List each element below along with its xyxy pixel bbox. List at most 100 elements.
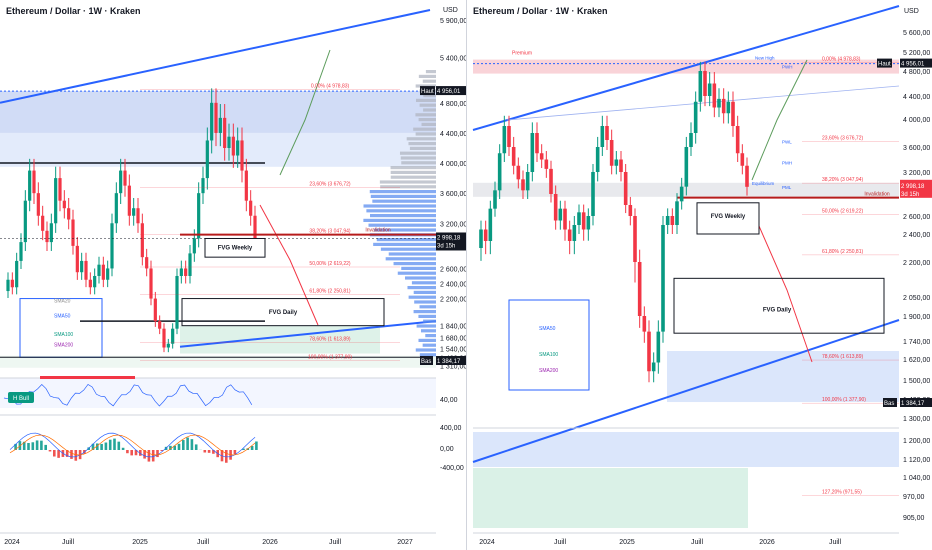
candle-body-44 — [197, 193, 201, 239]
macd-histogram-bar-32 — [147, 450, 151, 462]
candle-body-36 — [647, 331, 651, 372]
volume-profile-bar-36 — [373, 242, 436, 246]
candle-body-48 — [703, 71, 707, 96]
macd-histogram-bar-19 — [91, 443, 95, 450]
haut-tag-label: Haut — [421, 89, 434, 95]
candle-body-18 — [84, 260, 88, 280]
candle-body-16 — [75, 245, 79, 273]
volume-profile-bar-25 — [369, 190, 436, 194]
candle-body-3 — [19, 242, 23, 261]
candle-body-11 — [54, 178, 58, 224]
candle-body-13 — [539, 153, 544, 160]
candle-body-56 — [740, 153, 745, 166]
candle-body-19 — [567, 229, 572, 241]
level-label-3: PML — [782, 185, 792, 190]
candle-body-27 — [123, 170, 127, 186]
volume-profile-bar-32 — [368, 223, 436, 227]
volume-profile-bar-10 — [418, 118, 436, 122]
volume-profile-bar-15 — [408, 142, 436, 146]
candle-body-26 — [600, 126, 605, 147]
panel-divider[interactable] — [466, 0, 467, 550]
candle-body-36 — [162, 328, 166, 348]
left-xtick-0: 2024 — [4, 539, 20, 546]
rsi-badge: H Bull — [13, 396, 29, 402]
lower-trendline — [472, 319, 900, 463]
rsi-tick: 40,00 — [440, 397, 458, 404]
candle-body-46 — [205, 140, 209, 179]
candle-body-31 — [140, 223, 144, 258]
volume-profile-bar-18 — [400, 156, 436, 160]
macd-histogram-bar-52 — [233, 450, 237, 455]
volume-profile-bar-48 — [414, 300, 436, 304]
left-ytick-6: 3 200,00 — [440, 221, 466, 228]
right-ytick-10: 2 050,00 — [903, 295, 930, 302]
candle-body-44 — [684, 147, 689, 187]
sma-label-2: SMA200 — [539, 368, 558, 374]
macd-tick-2: -400,00 — [440, 465, 464, 472]
upper-zone — [0, 132, 436, 167]
last-price: 2 998,18 — [437, 235, 461, 241]
macd-histogram-bar-21 — [100, 443, 103, 450]
right-ytick-6: 3 200,00 — [903, 170, 930, 177]
left-chart-title: Ethereum / Dollar · 1W · Kraken — [6, 6, 141, 16]
right-ytick-14: 1 500,00 — [903, 378, 930, 385]
signal-line — [9, 434, 256, 456]
fvg-weekly-box — [204, 237, 266, 258]
candle-body-12 — [535, 133, 539, 154]
candle-body-8 — [41, 215, 45, 231]
right-ytick-4: 4 000,00 — [903, 117, 930, 124]
level-label-5: New High — [755, 56, 775, 61]
candle-body-4 — [497, 153, 502, 191]
volume-profile-bar-33 — [374, 228, 436, 232]
macd-histogram-bar-56 — [250, 446, 254, 450]
candle-body-50 — [712, 83, 717, 108]
candle-body-1 — [483, 229, 488, 241]
right-chart-svg[interactable]: Premium SMA50 SMA100 SMA200 Invalidation PWH… — [467, 0, 932, 550]
candle-body-49 — [218, 117, 222, 133]
candle-body-29 — [132, 208, 136, 216]
fib-label-1: 23,60% (3 676,72) — [822, 136, 863, 142]
macd-histogram-bar-41 — [186, 437, 189, 450]
left-ytick-0: 5 900,00 — [440, 18, 466, 25]
candle-body-10 — [525, 172, 530, 191]
right-xtick-4: 2026 — [759, 539, 775, 546]
upper-trendline — [472, 5, 900, 131]
left-currency: USD — [443, 7, 458, 14]
left-time-axis: 2024 Juill 2025 Juill 2026 Juill 2027 — [0, 532, 436, 546]
candle-body-25 — [595, 147, 600, 172]
macd-histogram-bar-23 — [108, 439, 112, 450]
volume-profile-bar-14 — [406, 137, 436, 141]
lower-green-zone — [473, 468, 748, 528]
candle-body-26 — [119, 170, 123, 194]
premium-zone — [0, 91, 436, 133]
volume-profile-bar-16 — [409, 146, 436, 150]
sma-label-0: SMA20 — [54, 298, 71, 304]
left-macd-pane: 400,00 0,00 -400,00 — [0, 414, 464, 472]
candle-body-43 — [679, 186, 684, 202]
candle-body-14 — [67, 208, 71, 220]
volume-profile-bar-1 — [418, 74, 436, 78]
macd-histogram-bar-9 — [48, 450, 52, 452]
right-chart-panel[interactable]: Premium SMA50 SMA100 SMA200 Invalidation PWH… — [467, 0, 932, 550]
fvg-weekly-label: FVG Weekly — [218, 246, 253, 252]
left-chart-svg[interactable]: SMA20 SMA50 SMA100 SMA200 0,00% (4 978,83) 2… — [0, 0, 466, 550]
projection-up — [751, 59, 808, 181]
candle-body-0 — [479, 229, 483, 248]
candle-body-42 — [188, 253, 192, 276]
left-xtick-2: 2025 — [132, 539, 148, 546]
volume-profile-bar-54 — [420, 329, 436, 333]
candle-body-51 — [717, 98, 721, 108]
candle-body-2 — [488, 208, 493, 241]
left-chart-panel[interactable]: SMA20 SMA50 SMA100 SMA200 0,00% (4 978,83) 2… — [0, 0, 466, 550]
macd-histogram-bar-25 — [117, 441, 121, 450]
candle-body-7 — [511, 147, 516, 166]
candle-body-21 — [97, 264, 101, 276]
candle-body-40 — [665, 216, 670, 225]
volume-profile-bar-24 — [380, 185, 436, 189]
candle-body-14 — [544, 159, 549, 169]
macd-histogram-bar-27 — [126, 450, 129, 454]
right-ytick-8: 2 400,00 — [903, 232, 930, 239]
right-boxes: FVG Weekly FVG Daily — [673, 202, 885, 334]
volume-profile-bar-11 — [421, 122, 436, 126]
right-fib-levels: 0,00% (4 978,83) 23,60% (3 676,72) 38,20% … — [802, 57, 899, 496]
